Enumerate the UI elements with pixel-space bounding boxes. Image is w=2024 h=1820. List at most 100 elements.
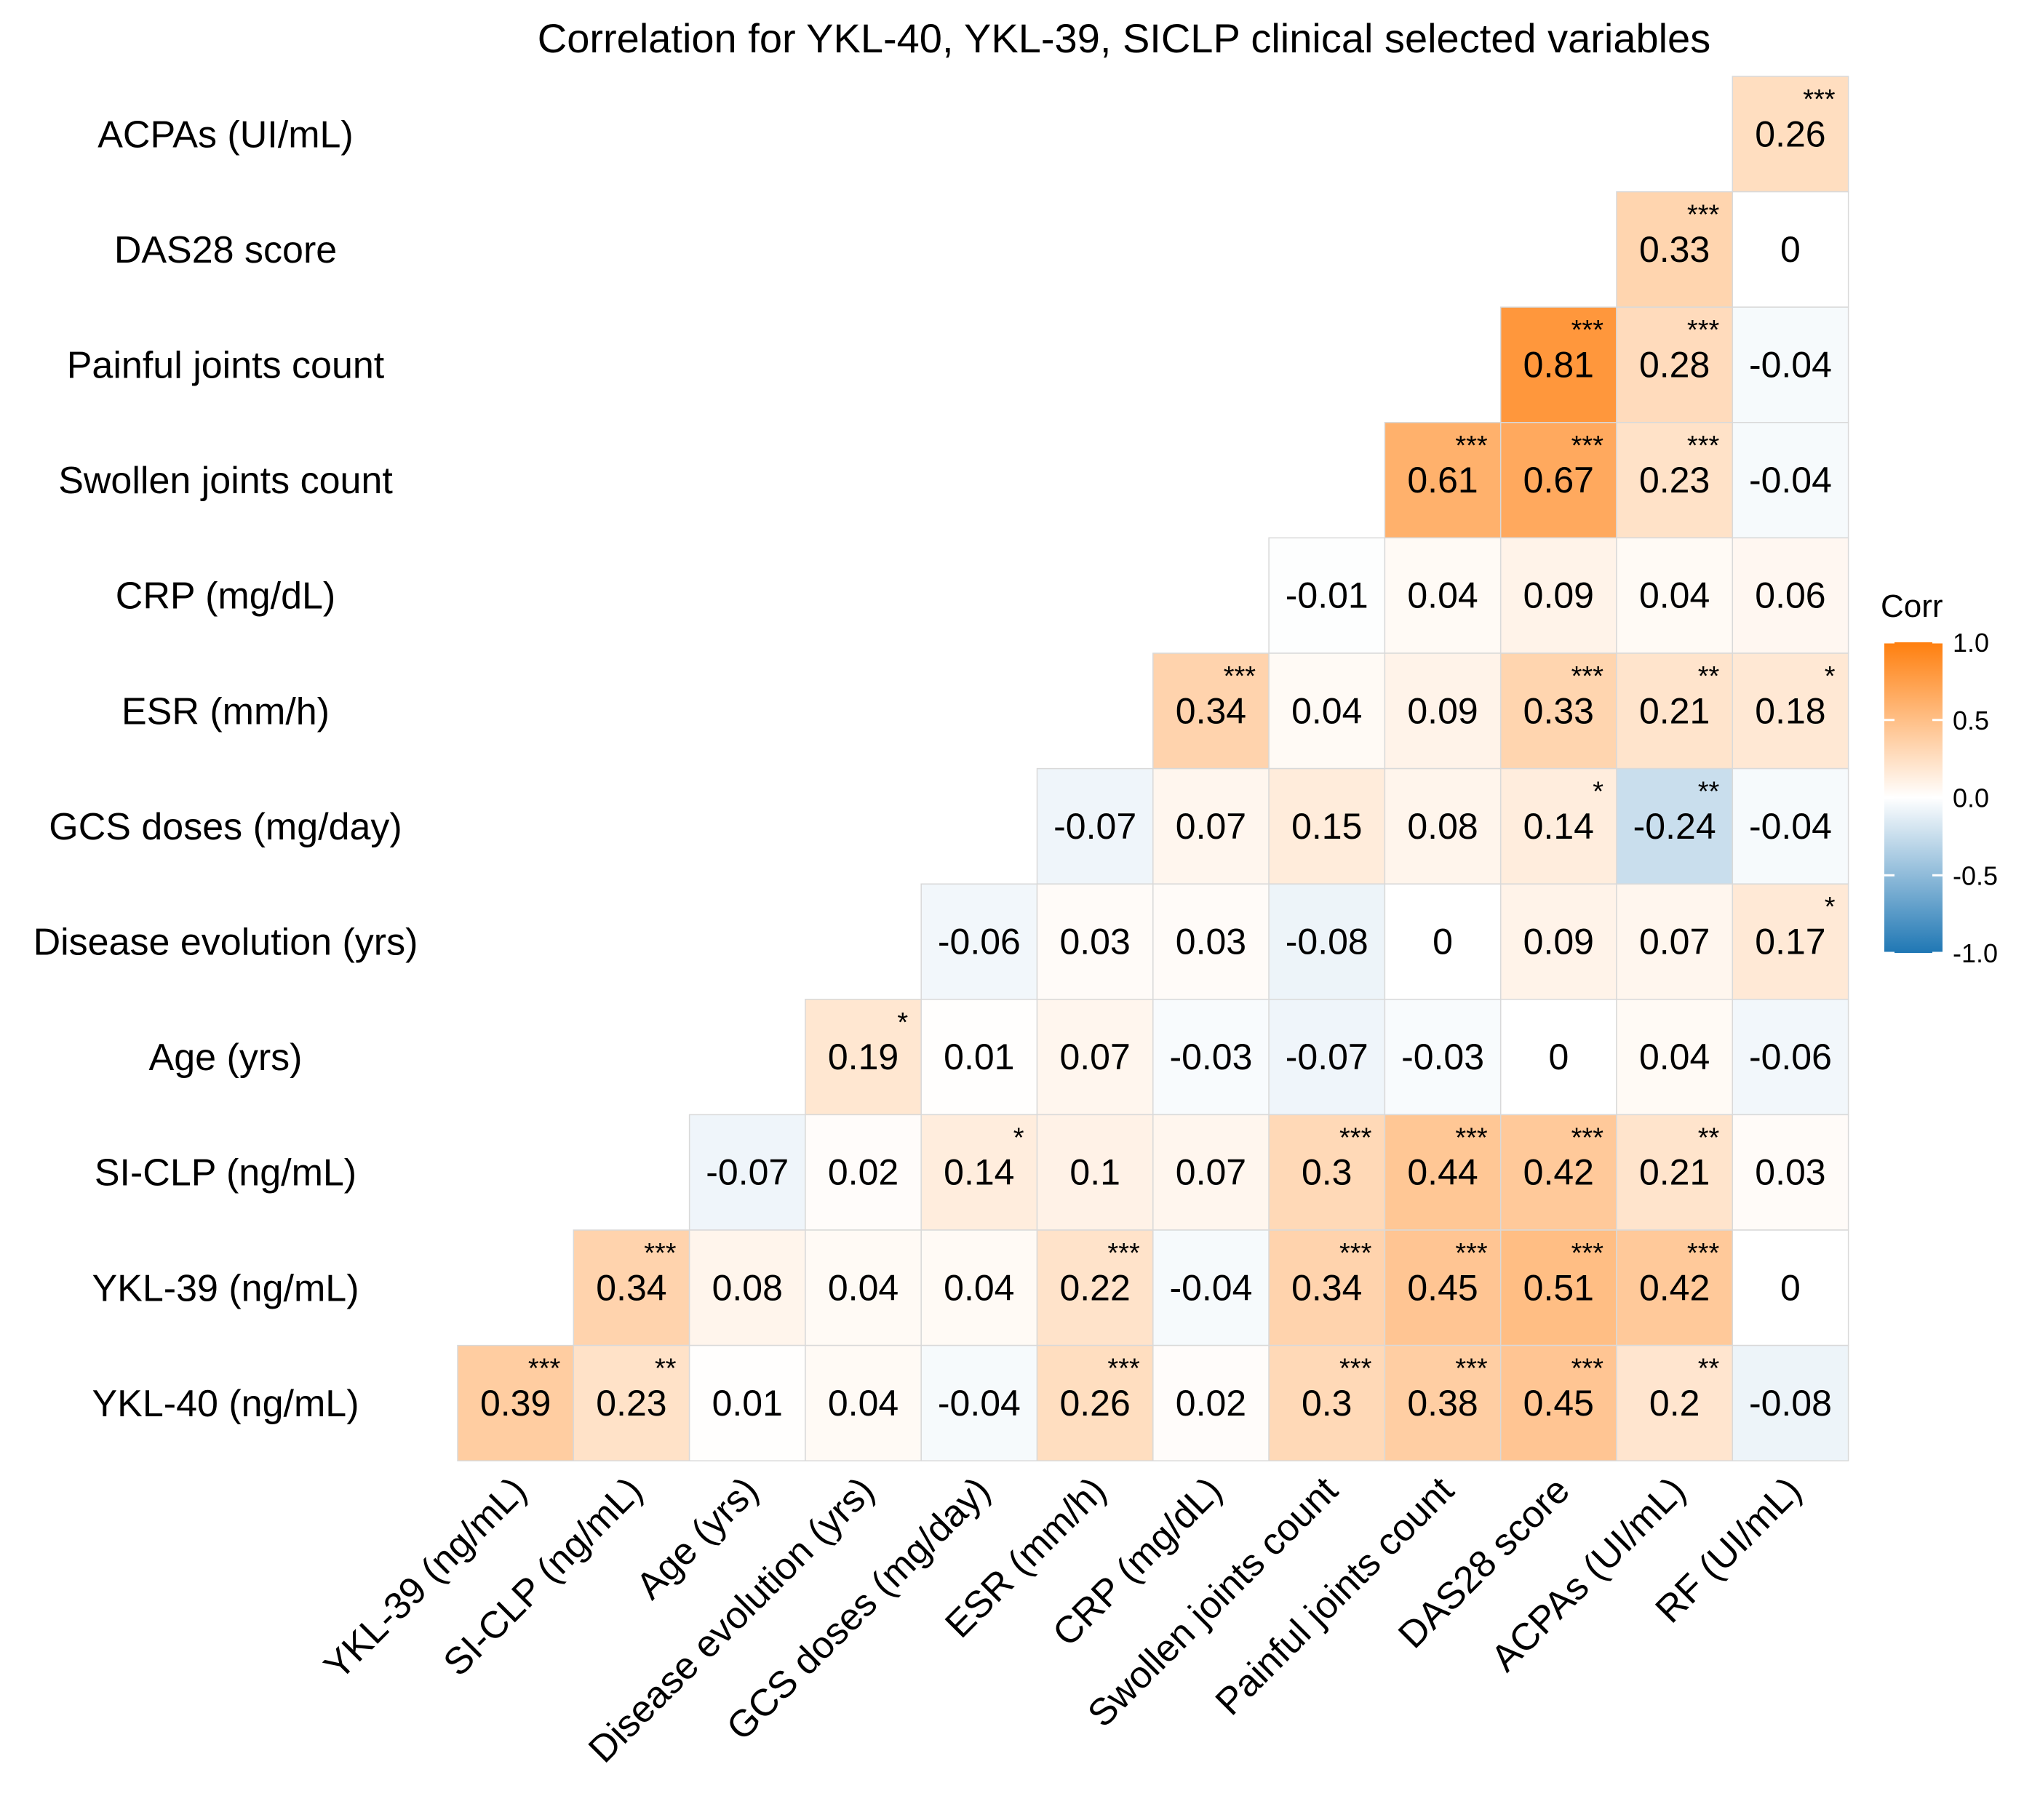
heatmap-cell [1732, 883, 1849, 1000]
heatmap-cell [1499, 652, 1617, 770]
heatmap-cell [1732, 999, 1849, 1116]
significance-stars: *** [1803, 84, 1836, 115]
cell-value-label: -0.06 [1749, 1037, 1832, 1077]
cell-value-label: -0.03 [1169, 1037, 1252, 1077]
cell-value-label: 0.34 [1291, 1267, 1362, 1308]
y-axis-tick-label: YKL-39 (ng/mL) [92, 1267, 359, 1309]
cell-value-label: 0.39 [480, 1383, 551, 1424]
y-axis-tick-label: Swollen joints count [58, 460, 393, 502]
chart-title: Correlation for YKL-40, YKL-39, SICLP cl… [538, 15, 1710, 61]
cell-value-label: 0.04 [1291, 690, 1362, 731]
significance-stars: *** [1455, 1354, 1488, 1384]
heatmap-cell [1268, 1229, 1386, 1346]
significance-stars: *** [1571, 1238, 1604, 1269]
cell-value-label: 0.03 [1176, 922, 1246, 962]
cell-value-label: 0.42 [1523, 1152, 1594, 1193]
heatmap-cell [1616, 306, 1734, 423]
heatmap-cell [1732, 76, 1849, 193]
heatmap-cell [573, 1344, 690, 1461]
y-axis-tick-label: CRP (mg/dL) [116, 575, 335, 618]
cell-value-label: 0.06 [1755, 575, 1825, 616]
x-axis-tick-label: SI-CLP (ng/mL) [436, 1469, 651, 1685]
heatmap-cell [1152, 652, 1270, 770]
significance-stars: ** [655, 1354, 677, 1384]
heatmap-cell [1036, 999, 1154, 1116]
cell-value-label: -0.04 [1749, 806, 1832, 847]
heatmap-cell [1616, 191, 1734, 308]
legend-tick-label: 0.5 [1953, 706, 1989, 735]
significance-stars: *** [1107, 1238, 1140, 1269]
significance-stars: *** [1571, 1122, 1604, 1153]
heatmap-cell [1732, 767, 1849, 885]
significance-stars: *** [528, 1354, 561, 1384]
cell-value-label: 0.33 [1639, 229, 1710, 270]
cell-value-label: -0.07 [1286, 1037, 1368, 1077]
heatmap-cell [1499, 537, 1617, 654]
cell-value-label: 0.34 [1176, 690, 1246, 731]
cell-value-label: 0.28 [1639, 345, 1710, 386]
cell-value-label: 0.67 [1523, 460, 1594, 500]
cell-value-label: 0.45 [1523, 1383, 1594, 1424]
heatmap-cell [1499, 422, 1617, 539]
heatmap-cell [1499, 306, 1617, 423]
cell-value-label: 0.42 [1639, 1267, 1710, 1308]
cell-value-label: 0.34 [596, 1267, 666, 1308]
cell-value-label: 0.09 [1407, 690, 1478, 731]
heatmap-cell [457, 1344, 575, 1461]
y-axis-tick-label: DAS28 score [114, 229, 337, 271]
significance-stars: * [1825, 892, 1836, 922]
heatmap-cell [1732, 306, 1849, 423]
heatmap-cell [1152, 1114, 1270, 1231]
heatmap-cell [688, 1114, 806, 1231]
cell-value-label: 0.03 [1755, 1152, 1825, 1193]
y-axis-tick-label: GCS doses (mg/day) [49, 806, 402, 848]
heatmap-cell [920, 1344, 1038, 1461]
heatmap-cell [1384, 999, 1502, 1116]
significance-stars: * [897, 1007, 908, 1038]
cell-value-label: 0.07 [1059, 1037, 1130, 1077]
cell-value-label: 0.02 [1176, 1383, 1246, 1424]
cell-value-label: 0.04 [828, 1383, 899, 1424]
cell-value-label: 0.2 [1649, 1383, 1700, 1424]
heatmap-cell [1616, 883, 1734, 1000]
heatmap-cell [1732, 1229, 1849, 1346]
cell-value-label: 0.07 [1176, 806, 1246, 847]
cell-value-label: 0.01 [944, 1037, 1014, 1077]
significance-stars: *** [1224, 661, 1256, 692]
cell-value-label: 0.44 [1407, 1152, 1478, 1193]
cell-value-label: 0.07 [1639, 922, 1710, 962]
significance-stars: *** [1687, 315, 1720, 346]
cell-value-label: 0.08 [712, 1267, 783, 1308]
significance-stars: *** [644, 1238, 677, 1269]
y-axis-tick-label: Painful joints count [67, 345, 385, 387]
significance-stars: ** [1698, 777, 1720, 807]
cell-value-label: -0.06 [938, 922, 1021, 962]
cell-value-label: -0.07 [706, 1152, 789, 1193]
heatmap-cell [1732, 652, 1849, 770]
cell-value-label: 0 [1780, 229, 1801, 270]
color-legend: Corr 1.0 0.5 0.0 -0.5 -1.0 [1881, 588, 1998, 968]
cell-value-label: -0.04 [938, 1383, 1021, 1424]
cell-value-label: 0.23 [1639, 460, 1710, 500]
heatmap-cell [1499, 1114, 1617, 1231]
significance-stars: * [1013, 1122, 1024, 1153]
heatmap-cell [1616, 767, 1734, 885]
cell-value-label: -0.24 [1633, 806, 1716, 847]
heatmap-cell [1152, 1344, 1270, 1461]
heatmap-cell [920, 1114, 1038, 1231]
cell-value-label: 0.38 [1407, 1383, 1478, 1424]
significance-stars: *** [1571, 661, 1604, 692]
heatmap-cell [1732, 1114, 1849, 1231]
cell-value-label: 0.3 [1302, 1152, 1352, 1193]
heatmap-cell [1732, 191, 1849, 308]
y-axis-tick-label: ACPAs (UI/mL) [97, 113, 354, 156]
cell-value-label: 0.09 [1523, 575, 1594, 616]
cell-value-label: 0.3 [1302, 1383, 1352, 1424]
significance-stars: *** [1571, 431, 1604, 461]
cell-value-label: -0.08 [1749, 1383, 1832, 1424]
heatmap-cell [1499, 1229, 1617, 1346]
cell-value-label: 0 [1433, 922, 1453, 962]
significance-stars: *** [1339, 1354, 1372, 1384]
x-axis-labels: YKL-39 (ng/mL)SI-CLP (ng/mL)Age (yrs)Dis… [316, 1469, 1810, 1771]
